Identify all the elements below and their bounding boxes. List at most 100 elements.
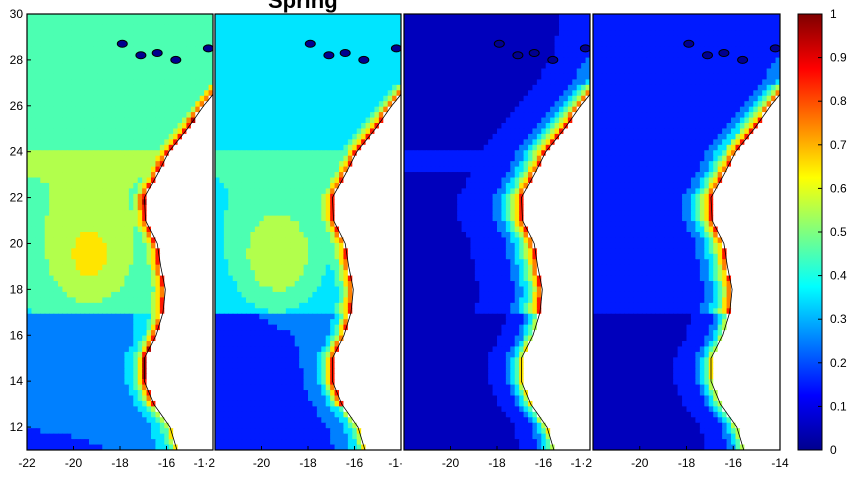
heatmap-cell <box>75 406 81 413</box>
heatmap-cell <box>343 210 349 217</box>
heatmap-cell <box>102 335 108 342</box>
heatmap-cell <box>208 330 213 337</box>
heatmap-cell <box>159 193 165 200</box>
heatmap-cell <box>155 79 161 86</box>
heatmap-cell <box>164 281 170 288</box>
heatmap-cell <box>66 379 72 386</box>
heatmap-cell <box>80 297 86 304</box>
heatmap-cell <box>97 422 103 429</box>
heatmap-cell <box>58 193 64 200</box>
heatmap-cell <box>35 439 41 446</box>
heatmap-cell <box>53 335 59 342</box>
heatmap-cell <box>151 166 157 173</box>
heatmap-cell <box>281 117 287 124</box>
heatmap-cell <box>334 101 340 108</box>
heatmap-cell <box>111 19 117 26</box>
heatmap-cell <box>370 182 376 189</box>
heatmap-cell <box>151 237 157 244</box>
heatmap-cell <box>75 390 81 397</box>
heatmap-cell <box>35 24 41 31</box>
heatmap-cell <box>159 400 165 407</box>
heatmap-cell <box>137 101 143 108</box>
heatmap-cell <box>89 275 95 282</box>
heatmap-cell <box>155 139 161 146</box>
heatmap-cell <box>190 106 196 113</box>
heatmap-cell <box>97 232 103 239</box>
heatmap-cell <box>31 52 37 59</box>
heatmap-cell <box>44 291 50 298</box>
heatmap-cell <box>268 123 274 130</box>
heatmap-cell <box>186 182 192 189</box>
heatmap-cell <box>137 63 143 70</box>
heatmap-cell <box>102 286 108 293</box>
heatmap-cell <box>58 63 64 70</box>
heatmap-cell <box>241 128 247 135</box>
heatmap-cell <box>277 215 283 222</box>
heatmap-cell <box>35 41 41 48</box>
heatmap-cell <box>53 264 59 271</box>
heatmap-cell <box>168 177 174 184</box>
heatmap-cell <box>40 177 46 184</box>
heatmap-cell <box>128 286 134 293</box>
heatmap-cell <box>182 351 188 358</box>
heatmap-cell <box>84 428 90 435</box>
heatmap-cell <box>84 351 90 358</box>
heatmap-cell <box>35 215 41 222</box>
heatmap-cell <box>93 19 99 26</box>
heatmap-cell <box>27 302 33 309</box>
heatmap-cell <box>186 237 192 244</box>
heatmap-cell <box>35 302 41 309</box>
heatmap-cell <box>93 444 99 450</box>
heatmap-cell <box>312 106 318 113</box>
heatmap-cell <box>159 30 165 37</box>
heatmap-cell <box>177 128 183 135</box>
heatmap-cell <box>62 400 68 407</box>
heatmap-cell <box>208 95 213 102</box>
heatmap-cell <box>137 226 143 233</box>
heatmap-cell <box>111 63 117 70</box>
heatmap-cell <box>347 68 353 75</box>
heatmap-cell <box>106 90 112 97</box>
heatmap-cell <box>115 79 121 86</box>
heatmap-cell <box>40 411 46 418</box>
heatmap-cell <box>374 63 380 70</box>
heatmap-cell <box>102 237 108 244</box>
heatmap-cell <box>285 68 291 75</box>
heatmap-cell <box>343 199 349 206</box>
heatmap-cell <box>365 106 371 113</box>
heatmap-cell <box>49 46 55 53</box>
heatmap-cell <box>173 144 179 151</box>
heatmap-cell <box>89 302 95 309</box>
heatmap-cell <box>80 351 86 358</box>
heatmap-cell <box>228 193 234 200</box>
heatmap-cell <box>250 117 256 124</box>
heatmap-cell <box>361 41 367 48</box>
heatmap-cell <box>228 95 234 102</box>
heatmap-cell <box>151 433 157 440</box>
heatmap-cell <box>383 63 389 70</box>
heatmap-cell <box>182 155 188 162</box>
heatmap-cell <box>111 221 117 228</box>
heatmap-cell <box>164 379 170 386</box>
heatmap-cell <box>93 199 99 206</box>
heatmap-cell <box>106 259 112 266</box>
heatmap-cell <box>124 52 130 59</box>
heatmap-cell <box>186 335 192 342</box>
heatmap-cell <box>268 166 274 173</box>
heatmap-cell <box>151 406 157 413</box>
heatmap-cell <box>173 346 179 353</box>
heatmap-cell <box>102 73 108 80</box>
heatmap-cell <box>374 117 380 124</box>
heatmap-cell <box>84 253 90 260</box>
heatmap-cell <box>343 106 349 113</box>
heatmap-cell <box>31 204 37 211</box>
heatmap-cell <box>75 204 81 211</box>
heatmap-cell <box>133 259 139 266</box>
heatmap-cell <box>383 95 389 102</box>
heatmap-cell <box>111 395 117 402</box>
heatmap-cell <box>361 193 367 200</box>
heatmap-cell <box>27 57 33 64</box>
heatmap-cell <box>66 133 72 140</box>
heatmap-cell <box>378 133 384 140</box>
heatmap-cell <box>115 172 121 179</box>
